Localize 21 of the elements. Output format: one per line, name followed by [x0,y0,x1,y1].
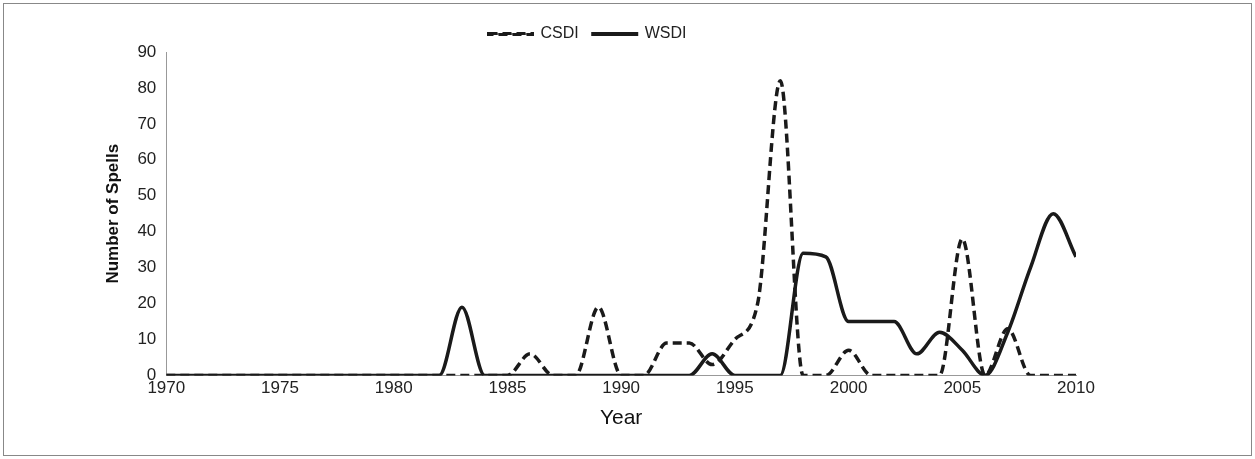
x-axis-title: Year [599,405,643,429]
x-tick-label: 2010 [1057,378,1095,398]
y-tick-label: 60 [137,149,157,169]
y-tick-label: 70 [137,113,157,133]
y-tick-label: 80 [137,77,157,97]
x-tick-label: 2005 [943,378,982,398]
x-tick-label: 1980 [374,378,413,398]
y-tick-label: 20 [137,293,157,313]
y-axis-title: Number of Spells [102,143,122,284]
legend-label: CSDI [540,24,579,42]
legend-label: WSDI [644,24,687,42]
x-tick-label: 1995 [715,378,754,398]
y-tick-label: 40 [137,221,157,241]
y-tick-label: 10 [137,329,157,349]
x-tick-label: 1985 [488,378,527,398]
x-tick-label: 1975 [261,378,299,398]
y-tick-label: 90 [137,41,157,61]
y-tick-label: 30 [137,257,157,277]
y-tick-label: 50 [137,185,157,205]
x-tick-label: 1990 [602,378,641,398]
x-tick-label: 2000 [829,378,868,398]
